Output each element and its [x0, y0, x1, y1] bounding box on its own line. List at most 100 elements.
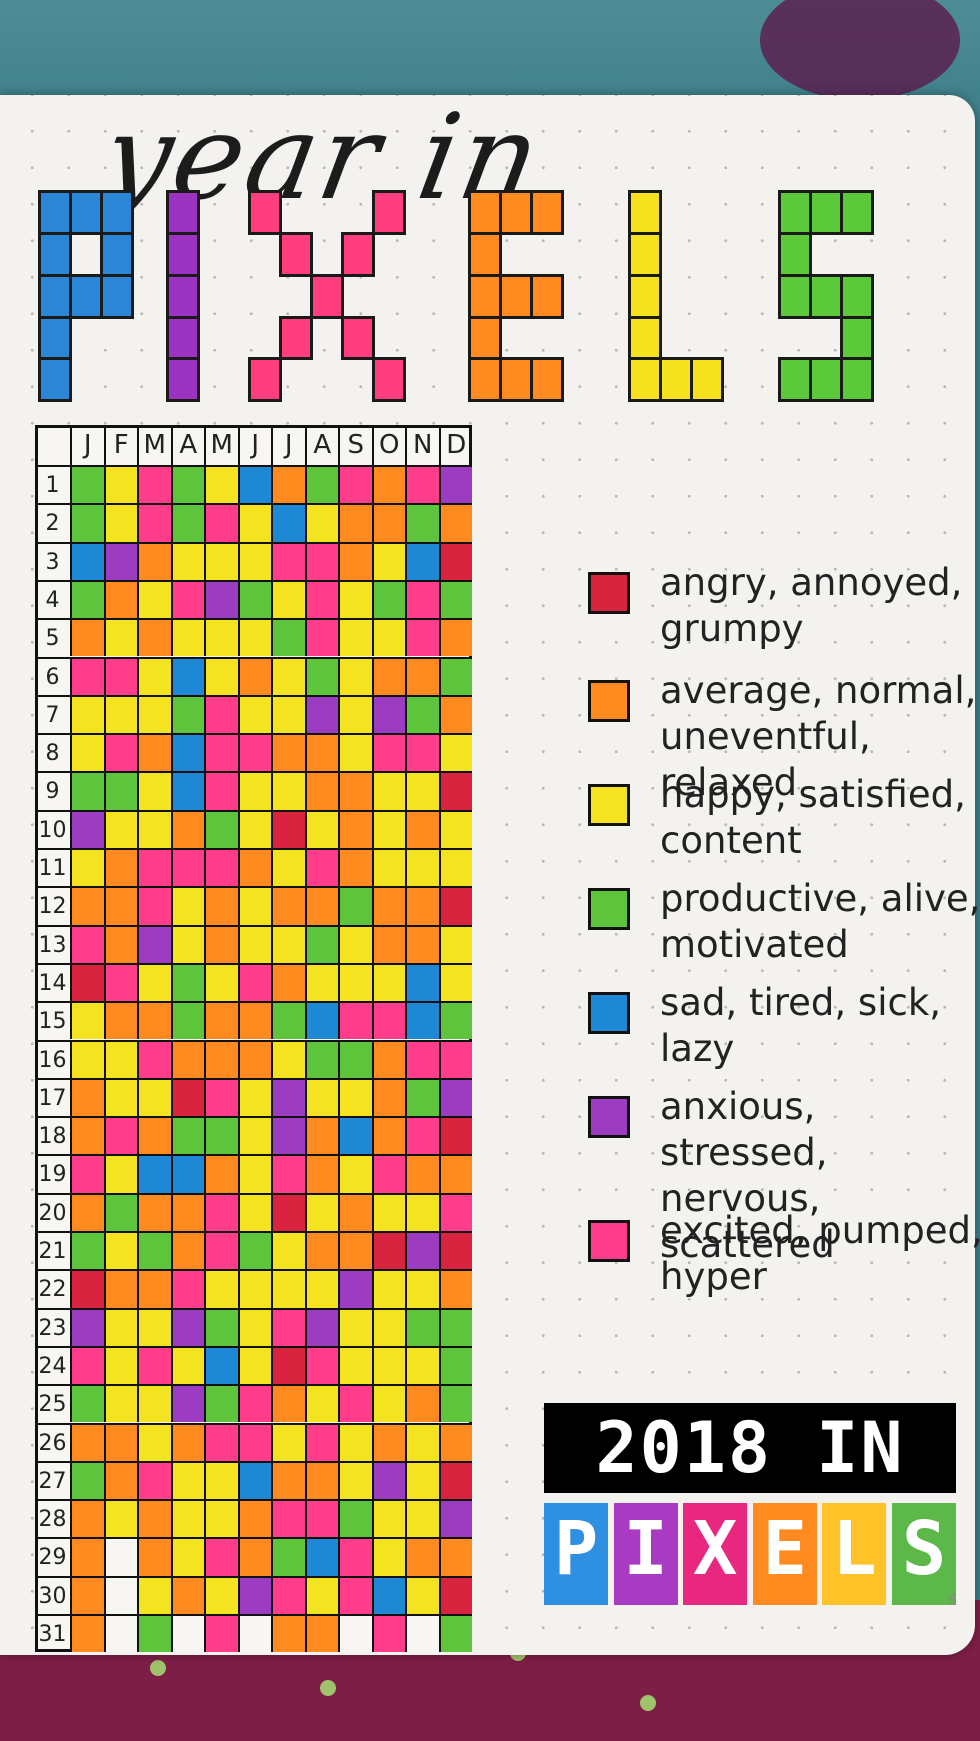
day-cell: [338, 1077, 372, 1117]
day-cell: [438, 656, 472, 695]
day-cell: [70, 1001, 104, 1040]
day-cell: [204, 924, 238, 963]
day-cell: [271, 541, 305, 580]
day-cell: [371, 1307, 405, 1346]
month-header: A: [170, 425, 205, 465]
pixel-block: [628, 190, 662, 235]
day-cell: [137, 1499, 171, 1538]
day-cell: [304, 962, 338, 1002]
day-cell: [304, 656, 338, 695]
legend-swatch: [588, 680, 630, 722]
pixel-block: [279, 231, 313, 277]
day-cell: [271, 656, 305, 695]
pixel-block: [100, 231, 134, 277]
day-cell: [438, 1001, 472, 1040]
pixel-block: [166, 273, 200, 319]
day-cell: [338, 1460, 372, 1500]
day-cell: [237, 924, 271, 963]
day-cell: [271, 1269, 305, 1308]
day-cell: [271, 694, 305, 734]
legend-label: excited, pumped, hyper: [660, 1209, 980, 1298]
day-cell: [338, 809, 372, 848]
day-cell: [170, 1460, 204, 1500]
day-cell: [237, 886, 271, 925]
day-cell: [371, 579, 405, 619]
legend-swatch: [588, 888, 630, 930]
day-cell: [338, 1269, 372, 1308]
day-cell: [405, 694, 439, 734]
day-cell: [170, 1614, 204, 1653]
day-cell: [304, 1269, 338, 1308]
day-cell: [271, 1575, 305, 1614]
day-cell: [371, 1116, 405, 1155]
day-cell: [103, 1231, 137, 1270]
pixel-block: [468, 231, 502, 277]
pixel-block: [530, 273, 564, 319]
day-label: 25: [35, 1384, 70, 1422]
legend-label: average, normal, uneventful, relaxed: [660, 669, 977, 804]
day-cell: [438, 1384, 472, 1423]
day-cell: [170, 656, 204, 695]
day-cell: [271, 886, 305, 925]
legend-label: sad, tired, sick, lazy: [660, 981, 942, 1070]
day-cell: [304, 618, 338, 657]
day-cell: [237, 1345, 271, 1385]
day-cell: [70, 886, 104, 925]
day-cell: [271, 733, 305, 772]
day-cell: [371, 771, 405, 810]
day-cell: [371, 1269, 405, 1308]
day-cell: [405, 1575, 439, 1614]
day-cell: [137, 1422, 171, 1461]
legend-label: anxious, stressed, nervous, scattered: [660, 1085, 835, 1266]
day-cell: [371, 886, 405, 925]
day-cell: [338, 771, 372, 810]
day-cell: [237, 1537, 271, 1576]
day-cell: [137, 1039, 171, 1078]
day-cell: [338, 1575, 372, 1614]
day-cell: [371, 1077, 405, 1117]
pixel-block: [628, 357, 662, 403]
day-cell: [204, 1614, 238, 1653]
month-header: M: [137, 425, 171, 465]
day-cell: [70, 1422, 104, 1461]
day-cell: [371, 848, 405, 887]
pixel-block: [468, 273, 502, 319]
day-cell: [103, 1192, 137, 1231]
pixel-block: [69, 273, 103, 319]
day-cell: [304, 1077, 338, 1117]
badge-letter-i: I: [613, 1503, 678, 1605]
day-cell: [405, 1422, 439, 1461]
day-cell: [405, 1460, 439, 1500]
day-cell: [204, 1116, 238, 1155]
day-cell: [170, 1231, 204, 1270]
day-cell: [304, 1001, 338, 1040]
day-cell: [438, 694, 472, 734]
day-cell: [137, 656, 171, 695]
day-cell: [237, 694, 271, 734]
day-cell: [438, 1269, 472, 1308]
day-cell: [405, 848, 439, 887]
day-cell: [103, 1154, 137, 1193]
day-cell: [371, 656, 405, 695]
day-cell: [405, 733, 439, 772]
day-cell: [371, 1499, 405, 1538]
day-cell: [237, 733, 271, 772]
day-cell: [438, 1154, 472, 1193]
pixel-block: [166, 231, 200, 277]
day-cell: [237, 1154, 271, 1193]
day-cell: [237, 1422, 271, 1461]
day-cell: [371, 1422, 405, 1461]
day-cell: [371, 541, 405, 580]
day-cell: [70, 1614, 104, 1653]
day-cell: [137, 1384, 171, 1423]
day-cell: [237, 541, 271, 580]
day-cell: [405, 465, 439, 504]
day-cell: [137, 962, 171, 1002]
month-header: F: [103, 425, 138, 465]
pixel-block: [778, 231, 812, 277]
day-cell: [204, 771, 238, 810]
day-cell: [70, 1575, 104, 1614]
day-cell: [170, 1537, 204, 1576]
day-cell: [237, 1460, 271, 1500]
day-cell: [237, 848, 271, 887]
